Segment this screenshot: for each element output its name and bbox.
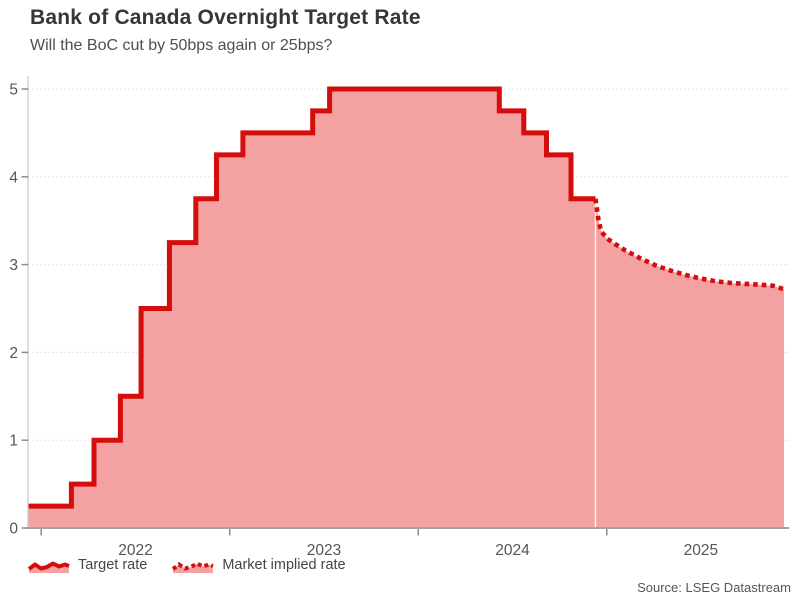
y-tick-label-2: 2 <box>9 345 18 362</box>
y-tick-label-1: 1 <box>9 433 18 450</box>
y-tick-label-4: 4 <box>9 169 18 186</box>
legend-label-market-implied-rate: Market implied rate <box>222 557 346 573</box>
target-rate-line-swatch-icon <box>28 561 70 573</box>
legend-item-market-implied-rate: Market implied rate <box>172 556 346 574</box>
legend-label-target-rate: Target rate <box>78 557 148 573</box>
market-implied-rate-dotted-swatch-icon <box>172 561 215 573</box>
page-title: Bank of Canada Overnight Target Rate <box>30 6 421 29</box>
y-tick-label-0: 0 <box>9 521 18 538</box>
x-tick-label-2024: 2024 <box>495 542 530 559</box>
legend-item-target-rate: Target rate <box>28 556 147 574</box>
y-tick-label-5: 5 <box>9 82 18 99</box>
target-rate-series <box>28 86 596 509</box>
x-tick-label-2022: 2022 <box>118 542 152 559</box>
chart-legend: Target rate Market implied rate <box>28 556 346 574</box>
source-attribution: Source: LSEG Datastream <box>637 580 791 595</box>
market-implied-series <box>593 198 785 292</box>
x-tick-label-2025: 2025 <box>684 542 718 559</box>
page-subtitle: Will the BoC cut by 50bps again or 25bps… <box>30 37 333 54</box>
x-tick-label-2023: 2023 <box>307 542 341 559</box>
y-tick-label-3: 3 <box>9 257 18 274</box>
